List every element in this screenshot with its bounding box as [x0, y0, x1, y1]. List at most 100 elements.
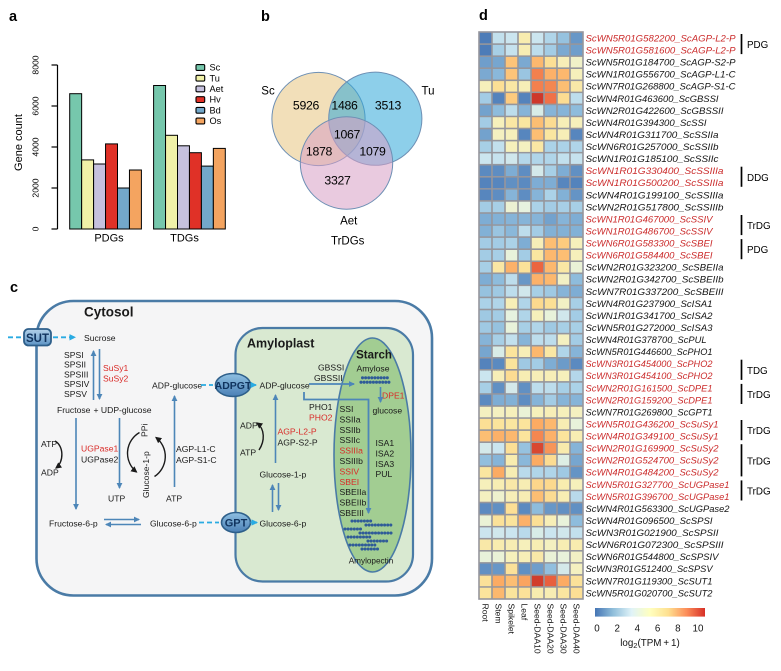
- svg-text:ScWN5R01G436200_ScSuSy1: ScWN5R01G436200_ScSuSy1: [586, 420, 719, 430]
- svg-text:ScWN4R01G237900_ScISA1: ScWN4R01G237900_ScISA1: [586, 299, 713, 309]
- svg-text:ScWN6R01G072300_ScSPSIII: ScWN6R01G072300_ScSPSIII: [586, 540, 725, 550]
- svg-text:Seed-DAA30: Seed-DAA30: [558, 604, 568, 654]
- svg-text:SBEIIb: SBEIIb: [340, 498, 367, 508]
- svg-text:ADP-glucose: ADP-glucose: [152, 381, 202, 391]
- svg-text:SSIIIa: SSIIIa: [340, 446, 364, 456]
- svg-text:ScWN6R01G584400_ScSBEI: ScWN6R01G584400_ScSBEI: [586, 251, 714, 261]
- svg-text:ScWN2R01G524700_ScSuSy2: ScWN2R01G524700_ScSuSy2: [586, 456, 719, 466]
- svg-text:SBEI: SBEI: [340, 477, 360, 487]
- svg-text:TrDG: TrDG: [747, 426, 771, 437]
- svg-text:TrDG: TrDG: [747, 221, 771, 232]
- svg-text:ScWN5R01G272000_ScISA3: ScWN5R01G272000_ScISA3: [586, 323, 713, 333]
- svg-text:1486: 1486: [331, 98, 358, 112]
- svg-text:Fructose: Fructose: [57, 405, 91, 415]
- svg-text:TrDG: TrDG: [747, 390, 771, 401]
- svg-text:DPE1: DPE1: [382, 391, 405, 401]
- svg-text:ISA3: ISA3: [376, 459, 395, 469]
- svg-text:5926: 5926: [293, 98, 320, 112]
- svg-text:TDG: TDG: [747, 366, 768, 377]
- svg-text:ADPGT: ADPGT: [215, 380, 252, 392]
- svg-text:UTP: UTP: [108, 494, 125, 504]
- svg-text:UGPase1: UGPase1: [81, 444, 118, 454]
- svg-text:Seed-DAA10: Seed-DAA10: [532, 604, 542, 654]
- svg-text:Amyloplast: Amyloplast: [247, 337, 315, 351]
- svg-text:SSI: SSI: [340, 404, 354, 414]
- svg-text:b: b: [261, 9, 270, 25]
- svg-text:Glucose-1-p: Glucose-1-p: [260, 470, 307, 480]
- svg-text:Root: Root: [480, 604, 490, 623]
- svg-text:SPSIII: SPSIII: [64, 369, 88, 379]
- svg-text:Stem: Stem: [493, 604, 503, 624]
- svg-text:SSIIa: SSIIa: [340, 414, 361, 424]
- svg-text:ScWN1R01G185100_ScSSIIc: ScWN1R01G185100_ScSSIIc: [586, 154, 720, 164]
- svg-text:SPSV: SPSV: [64, 389, 87, 399]
- svg-text:2000: 2000: [31, 178, 41, 197]
- svg-text:ScWN1R01G330400_ScSSIIIa: ScWN1R01G330400_ScSSIIIa: [586, 166, 724, 176]
- svg-text:ATP: ATP: [41, 439, 57, 449]
- svg-text:ScWN3R01G454000_ScPHO2: ScWN3R01G454000_ScPHO2: [586, 359, 713, 369]
- svg-text:Sc: Sc: [210, 63, 221, 73]
- svg-text:Sucrose: Sucrose: [84, 333, 116, 343]
- svg-text:Amylopectin: Amylopectin: [349, 557, 394, 566]
- svg-text:TrDGs: TrDGs: [331, 235, 365, 247]
- svg-text:ScWN5R01G020700_ScSUT2: ScWN5R01G020700_ScSUT2: [586, 588, 713, 598]
- svg-text:Glucose-6-p: Glucose-6-p: [260, 519, 307, 529]
- svg-text:ScWN4R01G563300_ScUGPase2: ScWN4R01G563300_ScUGPase2: [586, 504, 730, 514]
- svg-text:ScWN4R01G463600_ScGBSSI: ScWN4R01G463600_ScGBSSI: [586, 94, 720, 104]
- svg-text:8000: 8000: [31, 55, 41, 74]
- svg-text:AGP-S1-C: AGP-S1-C: [176, 455, 217, 465]
- svg-text:3327: 3327: [324, 174, 351, 188]
- svg-text:ScWN5R01G582200_ScAGP-L2-P: ScWN5R01G582200_ScAGP-L2-P: [586, 33, 736, 43]
- svg-text:SuSy1: SuSy1: [103, 363, 129, 373]
- svg-text:ScWN3R01G512400_ScSPSV: ScWN3R01G512400_ScSPSV: [586, 564, 714, 574]
- svg-text:SSIIc: SSIIc: [340, 435, 361, 445]
- svg-text:Bd: Bd: [210, 105, 221, 115]
- svg-text:4000: 4000: [31, 137, 41, 156]
- svg-text:Hv: Hv: [210, 95, 222, 105]
- svg-text:Glucose-6-p: Glucose-6-p: [150, 519, 197, 529]
- svg-text:Amylose: Amylose: [357, 364, 390, 374]
- svg-text:ScWN5R01G184700_ScAGP-S2-P: ScWN5R01G184700_ScAGP-S2-P: [586, 58, 736, 68]
- svg-text:GPT: GPT: [225, 518, 248, 530]
- svg-text:ScWN1R01G486700_ScSSIV: ScWN1R01G486700_ScSSIV: [586, 227, 714, 237]
- svg-text:Leaf: Leaf: [519, 604, 529, 621]
- svg-text:ScWN3R01G021900_ScSPSII: ScWN3R01G021900_ScSPSII: [586, 528, 720, 538]
- svg-text:ScWN2R01G342700_ScSBEIIb: ScWN2R01G342700_ScSBEIIb: [586, 275, 724, 285]
- svg-text:ScWN4R01G311700_ScSSIIa: ScWN4R01G311700_ScSSIIa: [586, 130, 719, 140]
- svg-text:GBSSI: GBSSI: [318, 363, 344, 373]
- svg-text:+ UDP-glucose: + UDP-glucose: [94, 405, 152, 415]
- svg-text:SPSI: SPSI: [64, 350, 84, 360]
- svg-text:PHO1: PHO1: [309, 402, 333, 412]
- svg-text:3513: 3513: [375, 98, 402, 112]
- svg-text:SSIV: SSIV: [340, 466, 360, 476]
- svg-text:d: d: [479, 8, 488, 24]
- svg-text:ScWN5R01G396700_ScUGPase1: ScWN5R01G396700_ScUGPase1: [586, 492, 730, 502]
- svg-text:TDGs: TDGs: [170, 233, 199, 245]
- svg-text:PDGs: PDGs: [94, 233, 124, 245]
- svg-text:Starch: Starch: [356, 350, 392, 362]
- svg-text:ScWN6R01G583300_ScSBEI: ScWN6R01G583300_ScSBEI: [586, 239, 714, 249]
- svg-text:ScWN1R01G500200_ScSSIIIa: ScWN1R01G500200_ScSSIIIa: [586, 178, 724, 188]
- svg-text:SPSIV: SPSIV: [64, 379, 90, 389]
- svg-text:ScWN7R01G269800_ScGPT1: ScWN7R01G269800_ScGPT1: [586, 407, 713, 417]
- svg-text:log2(TPM + 1): log2(TPM + 1): [620, 638, 680, 650]
- svg-text:c: c: [10, 280, 18, 296]
- svg-text:1878: 1878: [306, 145, 333, 159]
- svg-text:ScWN1R01G556700_ScAGP-L1-C: ScWN1R01G556700_ScAGP-L1-C: [586, 70, 737, 80]
- svg-text:ScWN2R01G169900_ScSuSy2: ScWN2R01G169900_ScSuSy2: [586, 444, 719, 454]
- svg-text:ATP: ATP: [166, 494, 182, 504]
- svg-text:a: a: [9, 9, 18, 25]
- svg-text:ScWN1R01G467000_ScSSIV: ScWN1R01G467000_ScSSIV: [586, 214, 714, 224]
- svg-text:TrDG: TrDG: [747, 456, 771, 467]
- svg-text:ADP-glucose: ADP-glucose: [260, 381, 310, 391]
- svg-text:PDG: PDG: [747, 40, 768, 51]
- svg-text:Gene count: Gene count: [13, 114, 25, 171]
- svg-text:ScWN7R01G337200_ScSBEIII: ScWN7R01G337200_ScSBEIII: [586, 287, 725, 297]
- svg-text:SPSII: SPSII: [64, 360, 86, 370]
- svg-text:ScWN6R01G257000_ScSSIIb: ScWN6R01G257000_ScSSIIb: [586, 142, 719, 152]
- svg-text:ScWN1R01G341700_ScISA2: ScWN1R01G341700_ScISA2: [586, 311, 713, 321]
- svg-text:0: 0: [594, 624, 600, 635]
- svg-text:SuSy2: SuSy2: [103, 374, 129, 384]
- svg-text:2: 2: [614, 624, 619, 635]
- svg-text:Cytosol: Cytosol: [84, 305, 134, 320]
